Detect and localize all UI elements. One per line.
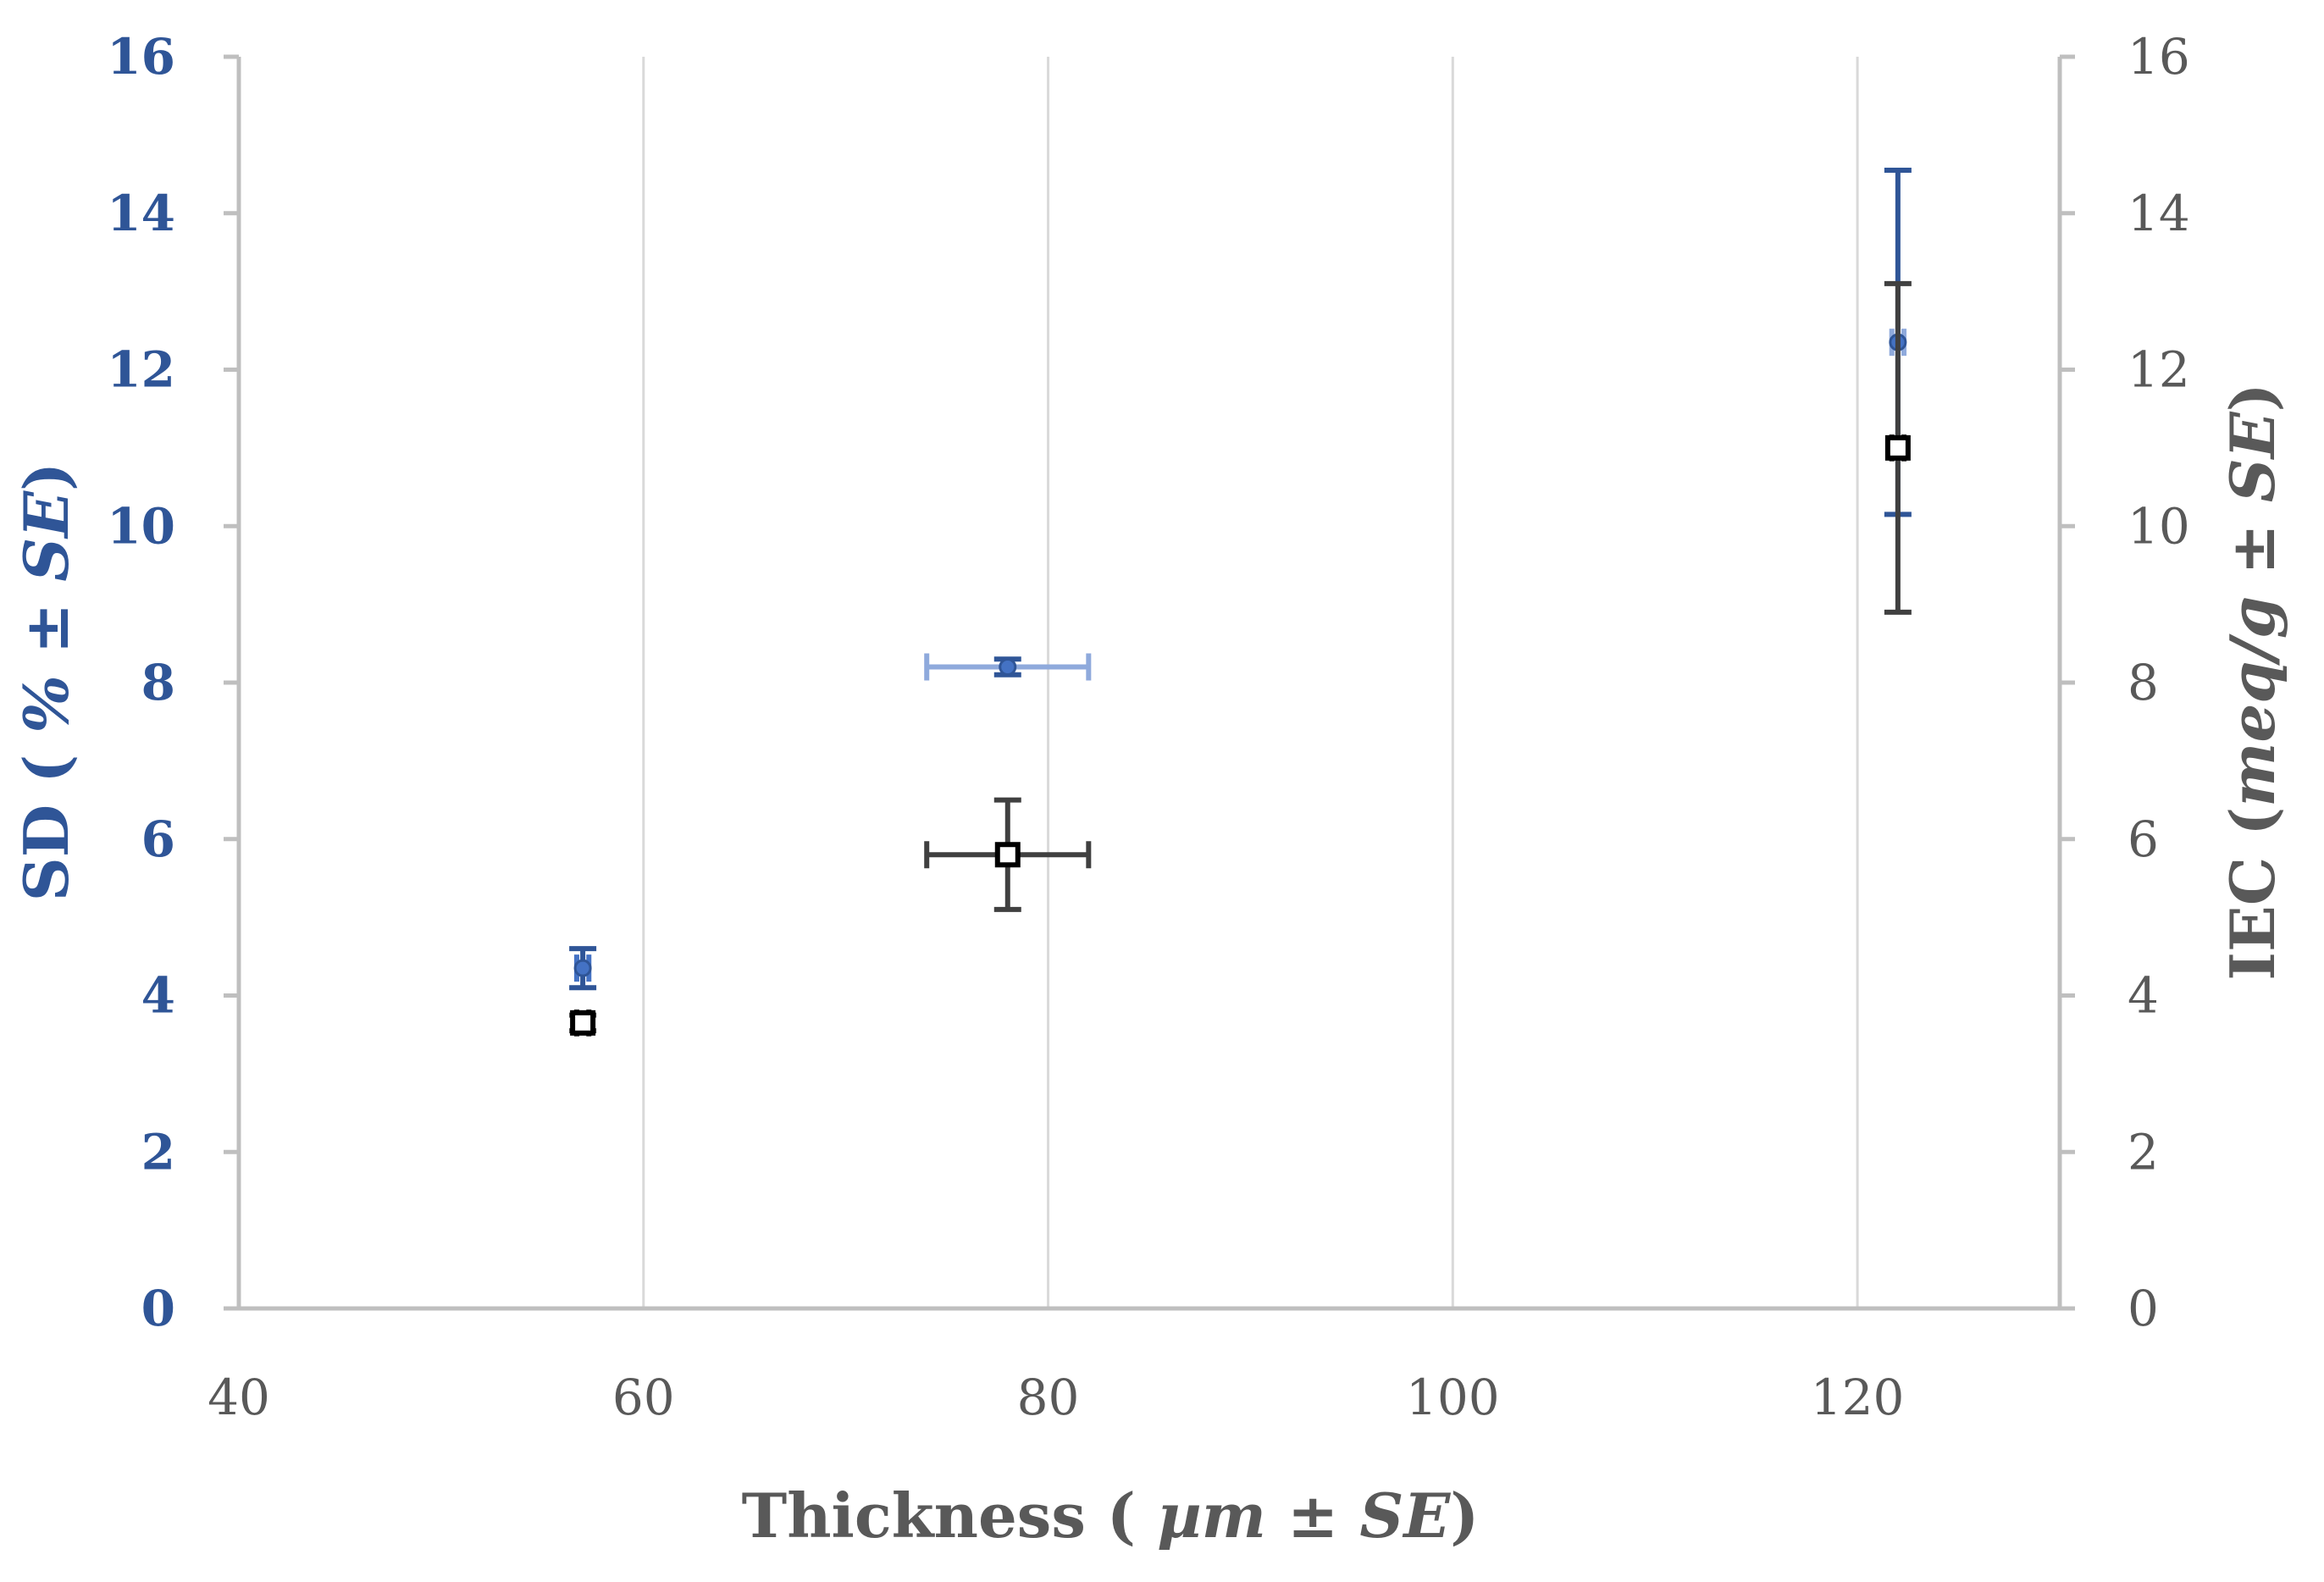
x-tick-label-80: 80 bbox=[1017, 1369, 1080, 1426]
series-iec bbox=[569, 280, 1912, 1037]
left-y-tick-label-8: 8 bbox=[141, 654, 175, 711]
series-sd-point-1-marker bbox=[999, 658, 1017, 677]
right-y-tick-label-10: 10 bbox=[2128, 497, 2190, 555]
x-tick-label-120: 120 bbox=[1811, 1369, 1905, 1426]
right-y-tick-label-16: 16 bbox=[2128, 28, 2190, 86]
left-y-tick-label-14: 14 bbox=[107, 185, 175, 242]
right-y-tick-label-2: 2 bbox=[2128, 1123, 2159, 1181]
right-y-tick-label-12: 12 bbox=[2128, 341, 2190, 399]
series-sd bbox=[569, 167, 1912, 991]
x-tick-label-40: 40 bbox=[208, 1369, 270, 1426]
left-y-tick-label-4: 4 bbox=[141, 967, 175, 1025]
series-iec-point-2-marker bbox=[1884, 434, 1911, 461]
x-tick-label-100: 100 bbox=[1406, 1369, 1500, 1426]
series-sd-point-0-marker bbox=[573, 959, 592, 977]
right-y-tick-label-0: 0 bbox=[2128, 1280, 2159, 1337]
left-y-tick-label-6: 6 bbox=[141, 810, 175, 868]
series-iec-point-0-marker bbox=[570, 1009, 596, 1036]
right-y-tick-label-4: 4 bbox=[2128, 967, 2159, 1025]
right-y-tick-label-8: 8 bbox=[2128, 654, 2159, 711]
axes bbox=[224, 54, 2075, 1311]
left-y-axis-title: SD ( % ± SE) bbox=[10, 462, 82, 901]
gridlines bbox=[642, 57, 1859, 1308]
left-y-tick-label-16: 16 bbox=[107, 28, 175, 86]
data-series bbox=[569, 167, 1912, 1037]
left-y-tick-label-0: 0 bbox=[141, 1280, 175, 1337]
x-axis-title: Thickness ( µm ± SE) bbox=[742, 1480, 1480, 1552]
left-y-tick-label-12: 12 bbox=[107, 341, 175, 399]
left-y-tick-label-2: 2 bbox=[141, 1123, 175, 1181]
right-y-tick-label-14: 14 bbox=[2128, 185, 2190, 242]
right-y-axis-title: IEC (meq/g ± SE) bbox=[2216, 383, 2288, 980]
series-iec-point-1-marker bbox=[994, 842, 1021, 868]
right-y-tick-label-6: 6 bbox=[2128, 810, 2159, 868]
left-y-tick-label-10: 10 bbox=[107, 497, 175, 555]
x-tick-label-60: 60 bbox=[612, 1369, 675, 1426]
tick-labels: 0 2 4 6 8 10 12 14 16 0 2 4 6 8 10 12 14 16 40 60 80 100 120 bbox=[107, 28, 2190, 1426]
